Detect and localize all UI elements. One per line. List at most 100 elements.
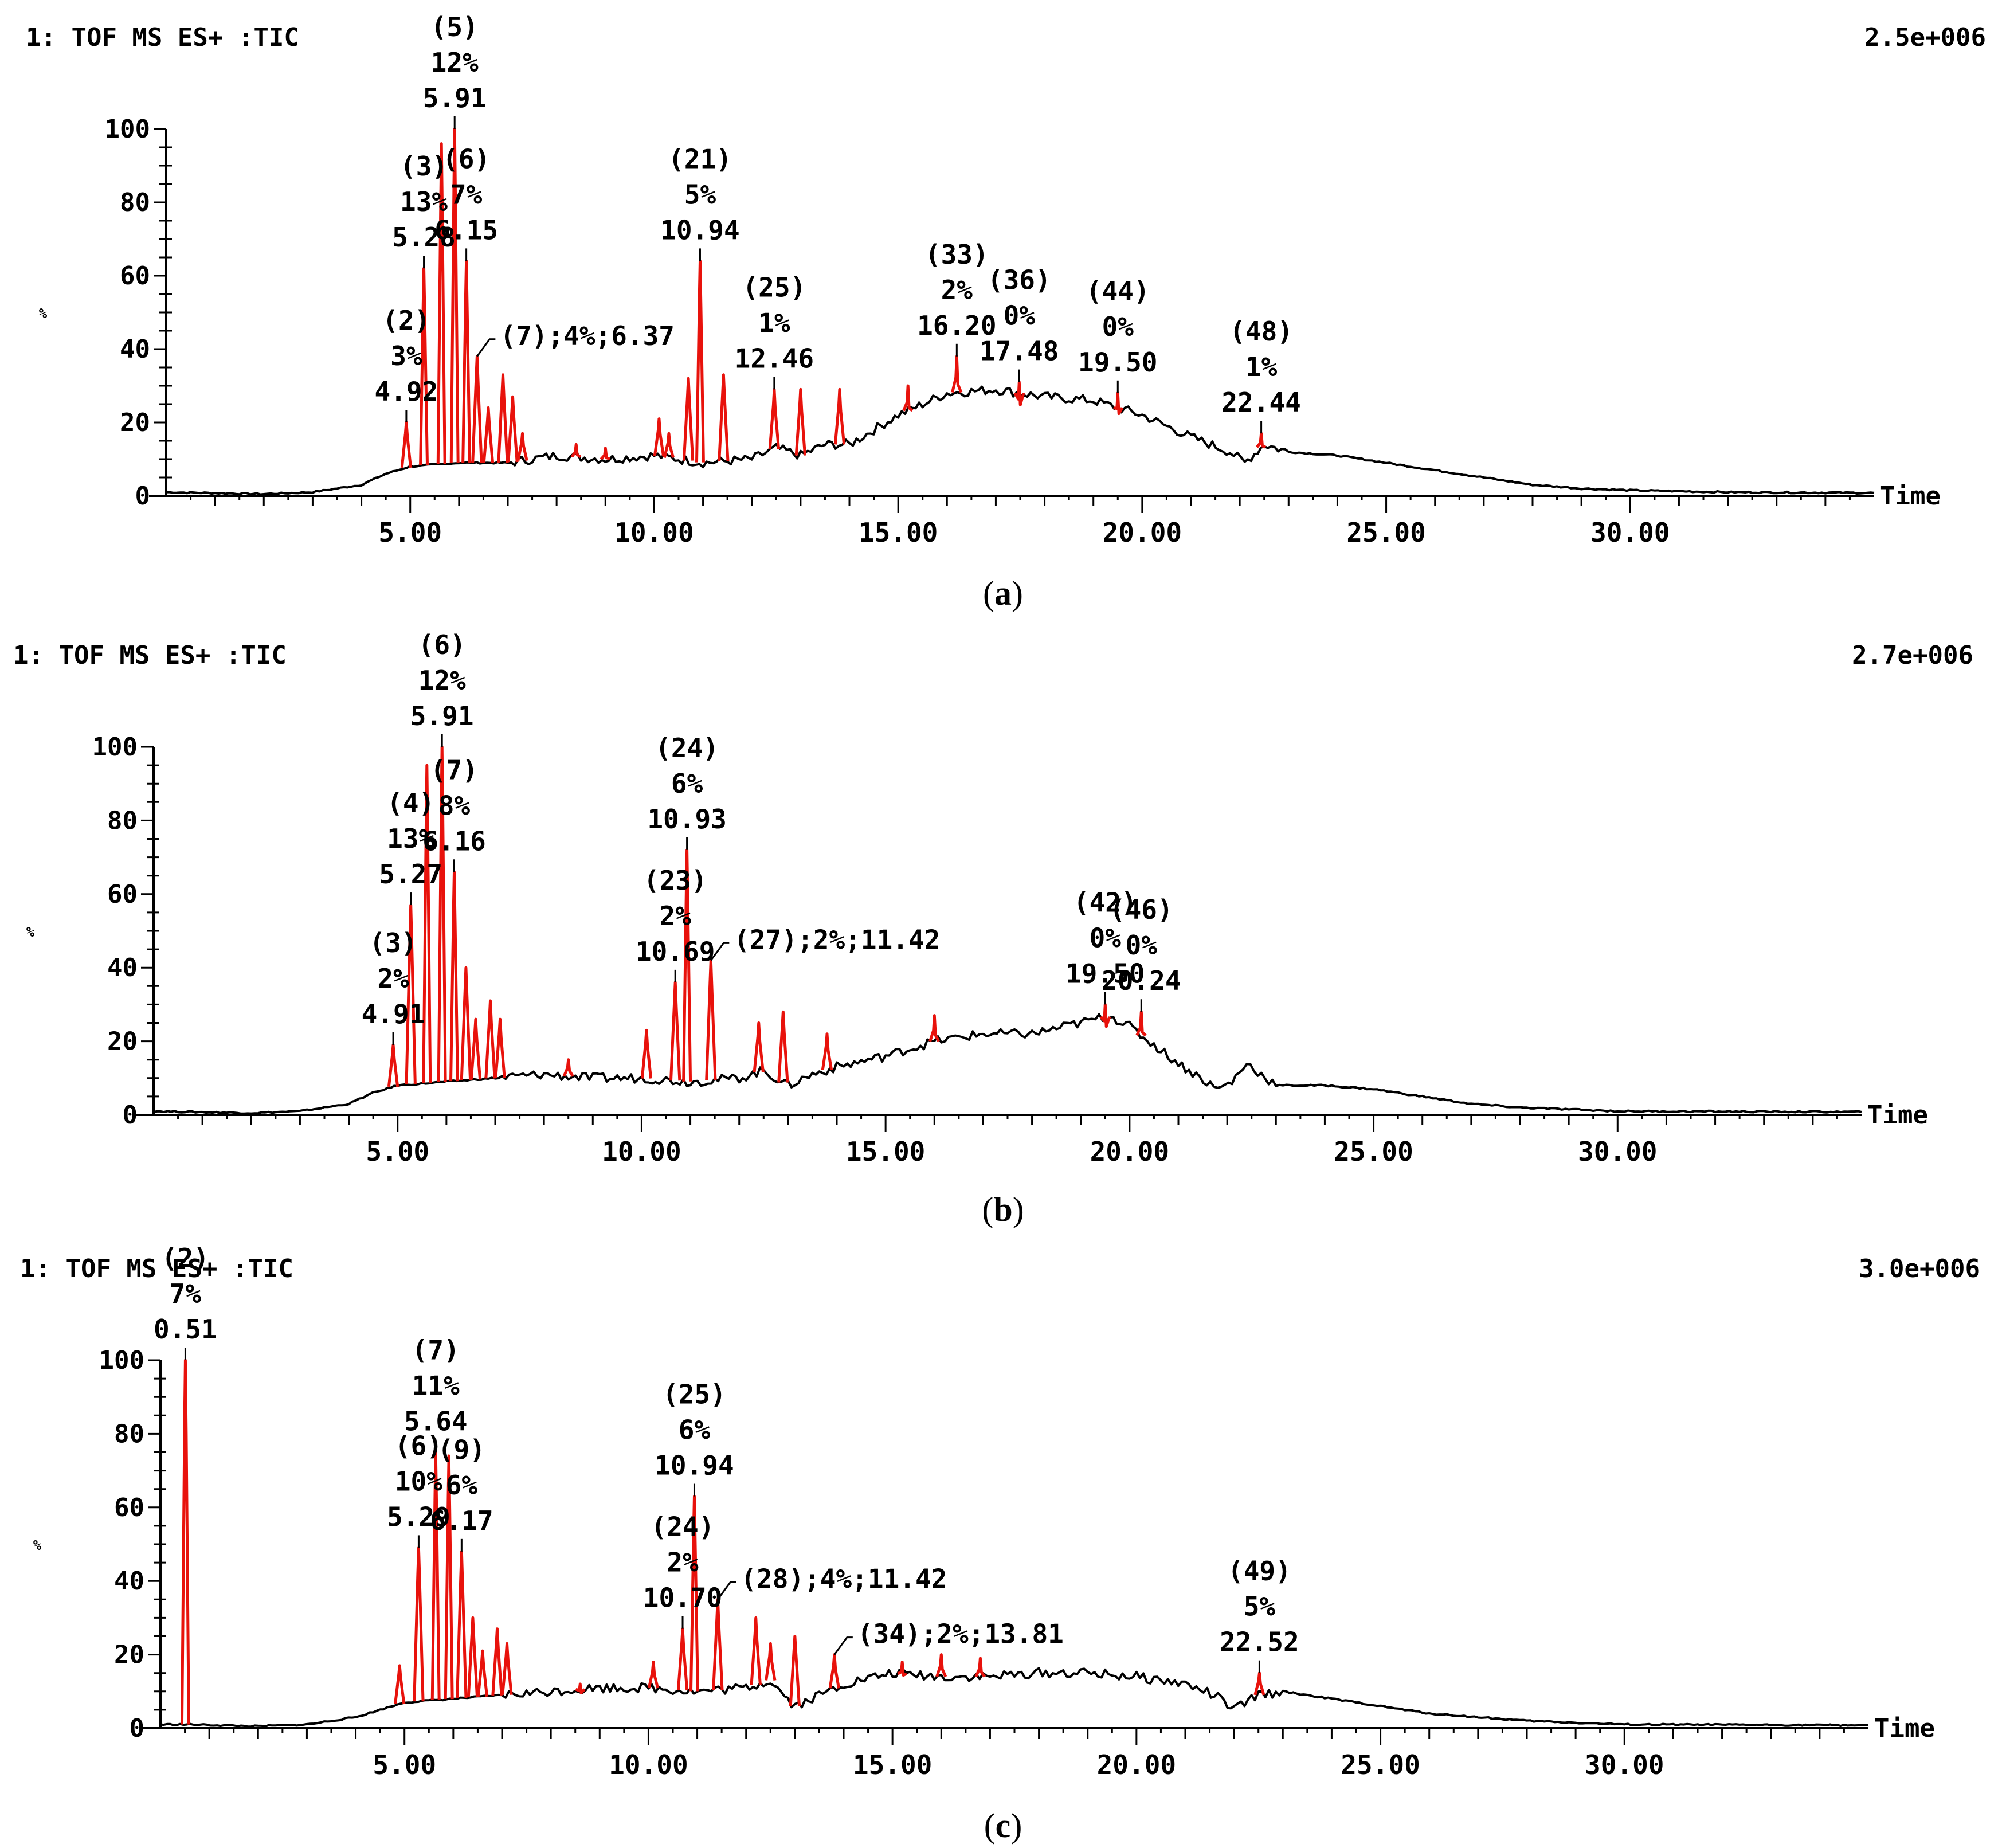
annotation-rt: 10.70: [643, 1583, 722, 1614]
peak-mark: [494, 1017, 506, 1078]
annotation-id: (48): [1229, 316, 1293, 347]
annotation-id: (21): [668, 143, 732, 174]
peak-annotation: (7) 8% 6.16: [422, 754, 486, 872]
annotation-leader: [710, 942, 730, 961]
y-tick-label: 20: [107, 1027, 138, 1056]
annotation-percent: 7%: [170, 1278, 202, 1309]
y-tick-label: 40: [114, 1567, 144, 1596]
y-tick-label: 60: [107, 880, 138, 909]
y-tick-label: 80: [114, 1419, 144, 1448]
annotation-percent: 5%: [684, 179, 716, 210]
annotation-id: (24): [651, 1512, 715, 1542]
peak-mark: [387, 1043, 399, 1087]
peak-mark: [467, 1616, 479, 1698]
annotation-id: (2): [162, 1243, 209, 1274]
annotation-rt: 5.91: [423, 83, 487, 113]
peak-annotation: (28);4%;11.42: [717, 1563, 947, 1600]
x-tick-label: 15.00: [853, 1749, 932, 1780]
peak-mark: [669, 981, 681, 1081]
peak-annotation: (33) 2% 16.20: [917, 239, 997, 357]
annotation-id: (24): [655, 733, 719, 764]
annotation-id: (42): [1073, 887, 1137, 918]
chart-panel-b: 1: TOF MS ES+ :TIC 2.7e+006 0 20 40 60 80 100% 5…: [13, 629, 1973, 1228]
peak-annotation: (49) 5% 22.52: [1220, 1556, 1299, 1673]
peak-annotation: (24) 6% 10.93: [647, 733, 727, 850]
annotation-rt: 6.17: [430, 1505, 493, 1536]
peak-annotation: (23) 2% 10.69: [636, 865, 715, 982]
peak-mark: [765, 1642, 777, 1681]
annotation-rt: 4.91: [362, 999, 425, 1029]
peak-annotation: (2) 7% 0.51: [154, 1243, 217, 1360]
x-tick-label: 5.00: [366, 1136, 429, 1167]
annotation-percent: 0%: [1126, 930, 1158, 961]
annotation-rt: 22.44: [1221, 387, 1300, 418]
annotation-id: (46): [1110, 894, 1173, 925]
annotation-percent: 12%: [418, 665, 466, 696]
annotation-rt: 0.51: [154, 1314, 217, 1345]
peak-mark: [1255, 432, 1267, 449]
peak-annotation: (3) 2% 4.91: [362, 927, 425, 1046]
peak-mark: [682, 377, 695, 461]
annotation-rt: 17.48: [980, 336, 1059, 367]
peak-mark: [449, 870, 459, 1082]
peak-mark: [794, 387, 807, 456]
peak-annotation: (44) 0% 19.50: [1078, 276, 1158, 393]
annotation-id: (25): [663, 1379, 726, 1410]
peak-mark: [1013, 381, 1025, 406]
annotation-rt: 16.20: [917, 310, 996, 341]
annotation-id: (6): [395, 1430, 442, 1461]
annotation-percent: 2%: [377, 963, 409, 994]
x-tick-label: 5.00: [373, 1749, 436, 1780]
header-right: 3.0e+006: [1859, 1254, 1980, 1283]
peak-mark: [789, 1635, 801, 1706]
header-right: 2.5e+006: [1864, 23, 1986, 52]
x-tick-label: 30.00: [1578, 1136, 1657, 1167]
peak-mark: [400, 421, 413, 468]
x-tick-label: 20.00: [1097, 1749, 1176, 1780]
annotation-rt: 19.50: [1065, 958, 1145, 989]
peak-mark: [600, 447, 610, 461]
x-tick-label: 10.00: [602, 1136, 681, 1167]
y-tick-label: 100: [99, 1346, 144, 1375]
peak-mark: [471, 355, 483, 463]
annotation-percent: 0%: [1090, 922, 1122, 953]
peak-mark: [653, 417, 665, 457]
peak-mark: [413, 1546, 425, 1702]
tic-trace: [160, 1667, 1869, 1728]
panel-label: (a): [983, 574, 1023, 612]
x-axis-label: Time: [1880, 481, 1941, 511]
peak-annotation: (6) 7% 6.15: [434, 143, 498, 261]
peak-annotation: (7);4%;6.37: [476, 320, 675, 357]
annotation-percent: 6%: [679, 1415, 711, 1446]
header-left: 1: TOF MS ES+ :TIC: [20, 1254, 293, 1283]
annotation-percent: 11%: [412, 1371, 460, 1401]
annotation-id: (3): [370, 927, 417, 958]
y-tick-label: 100: [105, 115, 150, 144]
annotation-id: (6): [442, 143, 490, 174]
annotation-inline-label: (34);2%;13.81: [857, 1619, 1064, 1650]
annotation-id: (44): [1086, 276, 1150, 307]
annotation-rt: 5.64: [404, 1406, 468, 1437]
x-tick-label: 20.00: [1103, 517, 1182, 548]
peak-mark: [695, 259, 705, 463]
x-axis-label: Time: [1874, 1714, 1935, 1743]
peak-mark: [484, 999, 496, 1079]
peak-mark: [394, 1664, 406, 1704]
peak-annotation: (34);2%;13.81: [833, 1619, 1064, 1655]
annotation-inline-label: (7);4%;6.37: [500, 320, 675, 351]
y-tick-label: 60: [120, 261, 150, 291]
peak-mark: [833, 387, 846, 445]
peak-annotation: (24) 2% 10.70: [643, 1512, 722, 1629]
peak-mark: [951, 355, 963, 393]
peak-mark: [460, 966, 472, 1080]
y-axis-label: %: [26, 924, 35, 940]
peak-annotation: (6) 10% 5.29: [387, 1430, 450, 1548]
peak-mark: [456, 1550, 468, 1698]
annotation-rt: 10.93: [647, 804, 726, 835]
peak-mark: [777, 1010, 789, 1083]
x-tick-label: 25.00: [1334, 1136, 1413, 1167]
peak-mark: [1113, 391, 1124, 416]
peak-mark: [750, 1616, 762, 1685]
annotation-percent: 2%: [659, 900, 691, 931]
